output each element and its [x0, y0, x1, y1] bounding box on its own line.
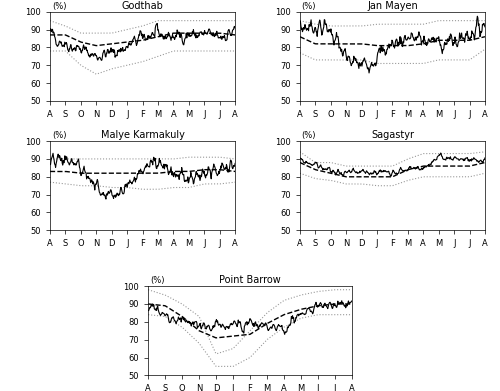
Title: Point Barrow: Point Barrow — [219, 275, 281, 285]
Title: Godthab: Godthab — [122, 1, 164, 11]
Title: Sagastyr: Sagastyr — [371, 130, 414, 140]
Title: Jan Mayen: Jan Mayen — [367, 1, 418, 11]
Text: (%): (%) — [302, 2, 316, 11]
Text: (%): (%) — [302, 131, 316, 140]
Text: (%): (%) — [150, 276, 164, 285]
Text: (%): (%) — [52, 131, 66, 140]
Title: Malye Karmakuly: Malye Karmakuly — [100, 130, 184, 140]
Text: (%): (%) — [52, 2, 66, 11]
